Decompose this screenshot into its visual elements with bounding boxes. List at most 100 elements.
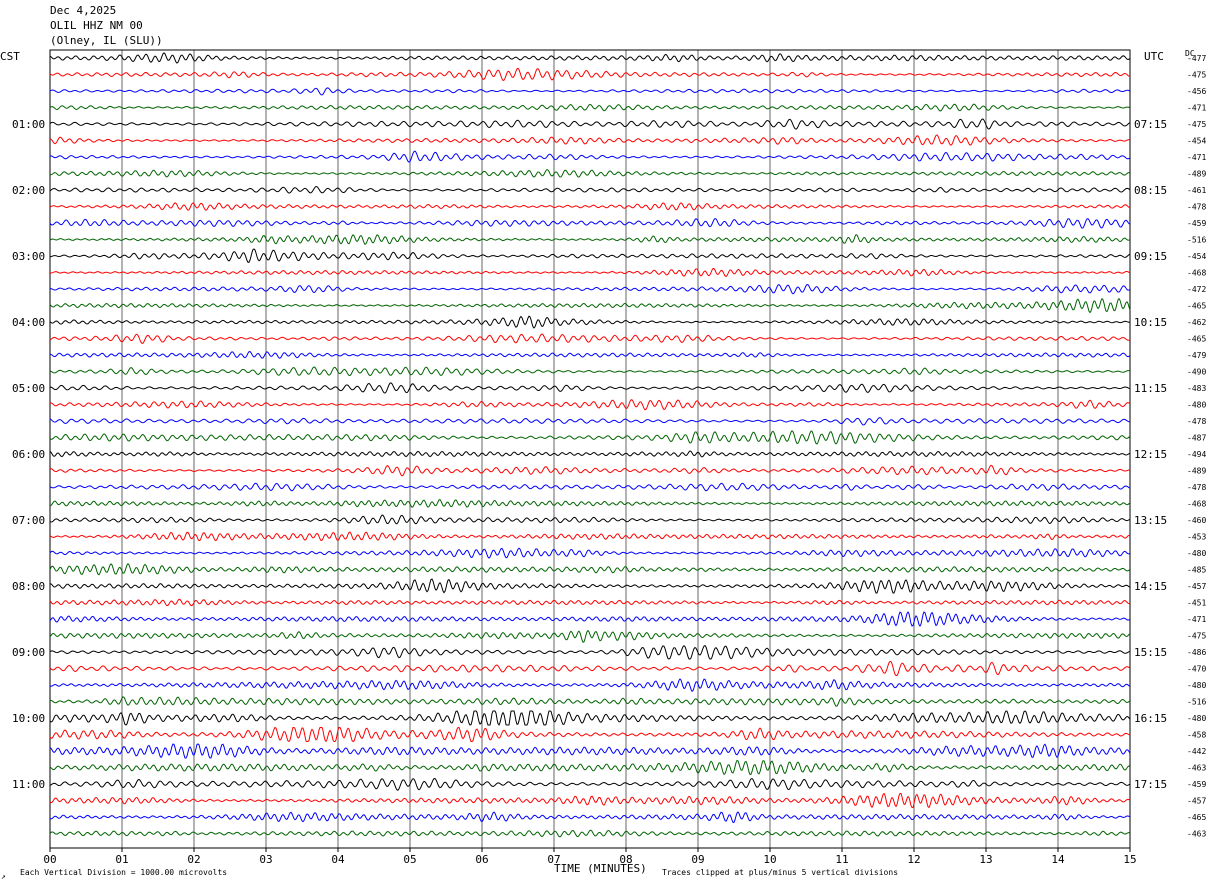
x-tick-label-03: 03 — [259, 853, 272, 866]
left-hour-label: 11:00 — [12, 778, 45, 791]
dc-offset-label: -487 — [1187, 434, 1206, 443]
trace-row-34 — [49, 598, 1131, 607]
dc-offset-label: -475 — [1187, 71, 1206, 80]
dc-offset-label: -471 — [1187, 153, 1206, 162]
dc-offset-label: -475 — [1187, 632, 1206, 641]
trace-row-48 — [49, 829, 1131, 838]
dc-offset-label: -516 — [1187, 236, 1206, 245]
right-hour-label: 13:15 — [1134, 514, 1167, 527]
trace-row-43 — [49, 743, 1131, 759]
right-hour-label: 07:15 — [1134, 118, 1167, 131]
trace-row-1 — [49, 52, 1131, 64]
trace-row-35 — [49, 611, 1131, 627]
x-tick-label-13: 13 — [979, 853, 992, 866]
left-hour-label: 02:00 — [12, 184, 45, 197]
left-hour-label: 06:00 — [12, 448, 45, 461]
dc-offset-label: -489 — [1187, 170, 1206, 179]
trace-row-26 — [49, 464, 1131, 477]
x-tick-label-12: 12 — [907, 853, 920, 866]
dc-offset-label: -494 — [1187, 450, 1206, 459]
trace-row-23 — [49, 417, 1131, 426]
right-hour-label: 11:15 — [1134, 382, 1167, 395]
dc-offset-label: -480 — [1187, 681, 1206, 690]
dc-offset-label: -458 — [1187, 731, 1206, 740]
trace-row-25 — [49, 450, 1131, 458]
trace-row-19 — [49, 351, 1131, 359]
trace-row-15 — [49, 284, 1131, 295]
trace-row-21 — [49, 382, 1131, 394]
trace-row-22 — [49, 399, 1131, 411]
dc-offset-label: -470 — [1187, 665, 1206, 674]
dc-offset-label: -454 — [1187, 137, 1206, 146]
dc-offset-label: -477 — [1187, 54, 1206, 63]
left-hour-label: 07:00 — [12, 514, 45, 527]
dc-offset-label: -475 — [1187, 120, 1206, 129]
dc-offset-label: -479 — [1187, 351, 1206, 360]
trace-row-31 — [49, 547, 1131, 559]
x-tick-label-02: 02 — [187, 853, 200, 866]
station-label: OLIL HHZ NM 00 — [50, 19, 143, 32]
trace-row-28 — [49, 498, 1131, 508]
x-tick-label-07: 07 — [547, 853, 560, 866]
trace-row-4 — [49, 103, 1131, 112]
date-label: Dec 4,2025 — [50, 4, 117, 17]
dc-offset-label: -461 — [1187, 186, 1206, 195]
dc-offset-label: -465 — [1187, 302, 1206, 311]
dc-offset-label: -516 — [1187, 698, 1206, 707]
left-hour-label: 05:00 — [12, 382, 45, 395]
right-hour-label: 17:15 — [1134, 778, 1167, 791]
left-hour-label: 04:00 — [12, 316, 45, 329]
x-tick-label-04: 04 — [331, 853, 345, 866]
trace-row-40 — [49, 696, 1131, 707]
trace-row-27 — [49, 482, 1131, 492]
left-hour-label: 09:00 — [12, 646, 45, 659]
right-hour-label: 12:15 — [1134, 448, 1167, 461]
scale-note: Each Vertical Division = 1000.00 microvo… — [20, 868, 228, 877]
dc-offset-label: -465 — [1187, 813, 1206, 822]
dc-offset-label: -442 — [1187, 747, 1206, 756]
dc-offset-label: -456 — [1187, 87, 1206, 96]
dc-offset-label: -480 — [1187, 401, 1206, 410]
dc-offset-label: -478 — [1187, 417, 1206, 426]
trace-row-17 — [49, 315, 1131, 329]
trace-row-29 — [49, 514, 1131, 525]
left-hour-label: 08:00 — [12, 580, 45, 593]
dc-offset-label: -463 — [1187, 830, 1206, 839]
dc-offset-label: -465 — [1187, 335, 1206, 344]
trace-row-44 — [49, 759, 1131, 776]
trace-row-42 — [49, 726, 1131, 743]
dc-header-label: DC — [1185, 49, 1195, 58]
trace-row-45 — [49, 777, 1131, 791]
dc-offset-label: -485 — [1187, 566, 1206, 575]
right-hour-label: 09:15 — [1134, 250, 1167, 263]
right-hour-label: 14:15 — [1134, 580, 1167, 593]
trace-row-33 — [49, 578, 1131, 594]
trace-row-11 — [49, 217, 1131, 229]
x-tick-label-05: 05 — [403, 853, 416, 866]
trace-row-12 — [49, 234, 1131, 245]
trace-row-16 — [49, 297, 1131, 314]
dc-offset-label: -468 — [1187, 500, 1206, 509]
dc-offset-label: -468 — [1187, 269, 1206, 278]
trace-row-38 — [49, 660, 1131, 676]
dc-offset-label: -471 — [1187, 104, 1206, 113]
dc-offset-label: -472 — [1187, 285, 1206, 294]
x-tick-label-01: 01 — [115, 853, 128, 866]
axis-labels: 00 01 02 03 04 05 06 07 08 09 10 11 12 13 14 15 -477 -475… — [12, 54, 1206, 866]
plot-frame — [49, 49, 1131, 849]
left-hour-label: 10:00 — [12, 712, 45, 725]
plot-grid — [49, 49, 1131, 852]
dc-offset-label: -453 — [1187, 533, 1206, 542]
dc-offset-label: -459 — [1187, 780, 1206, 789]
dc-offset-label: -457 — [1187, 582, 1206, 591]
clip-note: Traces clipped at plus/minus 5 vertical … — [662, 868, 899, 877]
x-tick-label-00: 00 — [43, 853, 56, 866]
trace-row-41 — [49, 710, 1131, 726]
location-label: (Olney, IL (SLU)) — [50, 34, 163, 47]
dc-offset-label: -451 — [1187, 599, 1206, 608]
x-tick-label-08: 08 — [619, 853, 632, 866]
left-hour-label: 01:00 — [12, 118, 45, 131]
x-tick-label-09: 09 — [691, 853, 704, 866]
dc-offset-label: -459 — [1187, 219, 1206, 228]
